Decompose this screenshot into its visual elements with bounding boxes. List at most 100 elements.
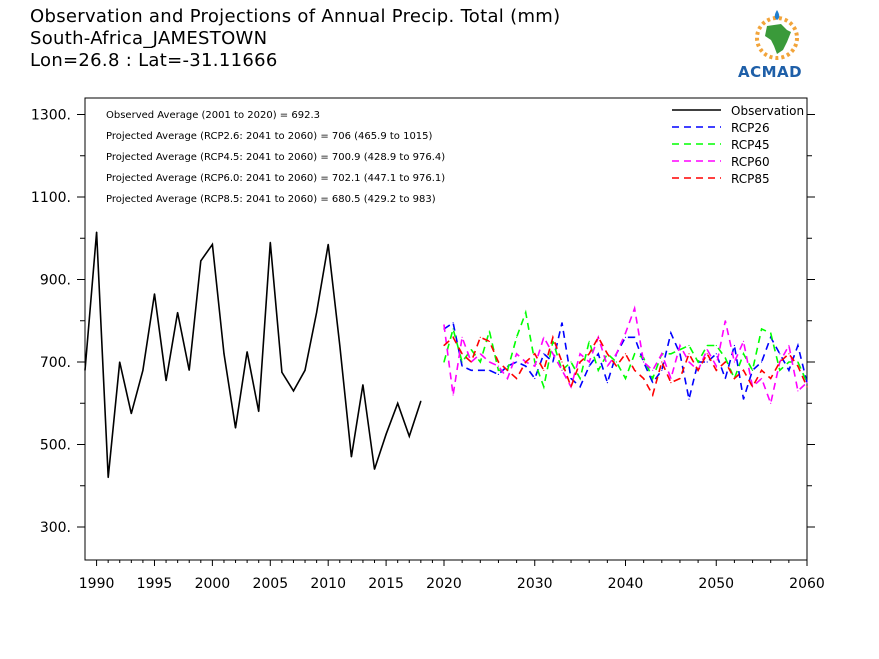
data-point-rcp85: [561, 361, 563, 363]
data-point-rcp85: [461, 353, 463, 355]
data-point-rcp60: [797, 390, 799, 392]
africa-map-logo: [755, 10, 799, 60]
data-point-rcp45: [670, 353, 672, 355]
data-point-rcp45: [742, 353, 745, 355]
data-point-rcp60: [516, 353, 518, 355]
data-point-rcp85: [443, 344, 445, 347]
data-point-rcp85: [697, 369, 699, 371]
data-point-observation: [234, 427, 237, 429]
annotation-text: Projected Average (RCP2.6: 2041 to 2060)…: [106, 131, 433, 142]
data-point-rcp26: [461, 365, 463, 367]
data-point-rcp60: [561, 369, 563, 371]
data-point-rcp45: [516, 336, 518, 338]
series-line-rcp45: [443, 309, 808, 390]
location-name: South-Africa_JAMESTOWN: [30, 28, 268, 49]
data-point-observation: [142, 369, 144, 371]
data-point-rcp26: [797, 344, 799, 347]
data-point-rcp60: [652, 369, 654, 371]
data-point-rcp45: [715, 344, 717, 347]
logo-text: ACMAD: [738, 63, 803, 81]
data-point-rcp45: [724, 357, 726, 359]
data-point-rcp26: [479, 369, 481, 371]
annotation-text: Observed Average (2001 to 2020) = 692.3: [106, 110, 320, 121]
data-point-rcp85: [661, 361, 663, 363]
data-point-rcp60: [506, 377, 509, 380]
data-point-rcp26: [597, 353, 599, 355]
data-point-rcp45: [543, 386, 545, 388]
data-point-rcp85: [634, 369, 636, 371]
data-point-rcp26: [561, 322, 563, 324]
data-point-observation: [153, 293, 156, 295]
data-point-observation: [385, 433, 387, 435]
data-point-rcp85: [597, 336, 599, 338]
data-point-rcp26: [497, 373, 499, 375]
data-point-rcp26: [543, 353, 545, 355]
data-point-rcp60: [806, 382, 808, 384]
legend-label: RCP26: [731, 121, 770, 135]
data-point-observation: [373, 468, 376, 470]
data-point-rcp60: [615, 353, 618, 355]
data-point-rcp60: [770, 402, 772, 404]
data-point-rcp85: [670, 382, 672, 384]
data-point-rcp60: [552, 353, 554, 355]
data-point-observation: [84, 369, 86, 371]
data-point-rcp60: [461, 336, 463, 338]
data-point-observation: [269, 241, 271, 243]
data-point-rcp60: [497, 365, 499, 367]
data-point-observation: [281, 371, 283, 373]
data-point-observation: [350, 456, 352, 458]
data-point-observation: [188, 369, 190, 371]
chart-title: Observation and Projections of Annual Pr…: [30, 6, 561, 27]
data-point-rcp26: [624, 336, 627, 338]
data-point-observation: [119, 361, 121, 363]
data-point-rcp85: [579, 361, 581, 363]
data-point-rcp60: [443, 324, 445, 326]
x-tick-label: 2015: [368, 576, 404, 592]
data-point-rcp45: [624, 377, 627, 380]
data-point-rcp85: [724, 361, 726, 363]
coordinates: Lon=26.8 : Lat=-31.11666: [30, 50, 278, 71]
data-point-rcp85: [751, 386, 754, 388]
data-point-observation: [292, 390, 295, 392]
data-point-rcp60: [788, 344, 790, 347]
data-point-rcp85: [688, 353, 690, 355]
data-point-rcp60: [634, 307, 636, 309]
annotation-text: Projected Average (RCP4.5: 2041 to 2060)…: [106, 152, 445, 163]
data-point-rcp26: [779, 353, 781, 355]
series-line-rcp60: [443, 305, 808, 407]
annotation-text: Projected Average (RCP8.5: 2041 to 2060)…: [106, 194, 436, 205]
legend-label: RCP85: [731, 172, 770, 186]
data-point-rcp60: [742, 340, 745, 342]
data-point-rcp26: [670, 332, 672, 334]
data-point-rcp26: [706, 361, 708, 363]
series-line-rcp85: [443, 334, 808, 398]
data-point-rcp85: [706, 353, 708, 355]
legend-label: RCP60: [731, 155, 770, 169]
data-point-rcp45: [615, 361, 618, 363]
data-point-rcp45: [688, 344, 690, 347]
data-point-rcp45: [797, 361, 799, 363]
data-point-rcp45: [579, 377, 581, 380]
data-point-rcp26: [516, 361, 518, 363]
data-point-rcp45: [652, 377, 654, 380]
data-point-rcp60: [606, 365, 609, 367]
legend-label: RCP45: [731, 138, 770, 152]
data-point-rcp85: [552, 336, 554, 338]
data-point-rcp26: [688, 398, 690, 400]
data-point-rcp26: [715, 353, 717, 355]
x-tick-label: 2030: [517, 576, 553, 592]
data-point-observation: [165, 380, 167, 382]
data-point-rcp26: [525, 365, 527, 367]
data-point-rcp26: [579, 386, 581, 388]
data-point-observation: [408, 435, 410, 437]
data-point-rcp60: [661, 353, 663, 355]
data-point-rcp85: [606, 353, 609, 355]
data-point-rcp60: [670, 377, 672, 380]
data-point-rcp85: [570, 386, 572, 388]
data-point-rcp60: [624, 332, 627, 334]
data-point-rcp85: [452, 336, 454, 338]
data-point-rcp85: [806, 386, 808, 388]
x-tick-label: 2040: [608, 576, 644, 592]
data-point-rcp26: [552, 361, 554, 363]
